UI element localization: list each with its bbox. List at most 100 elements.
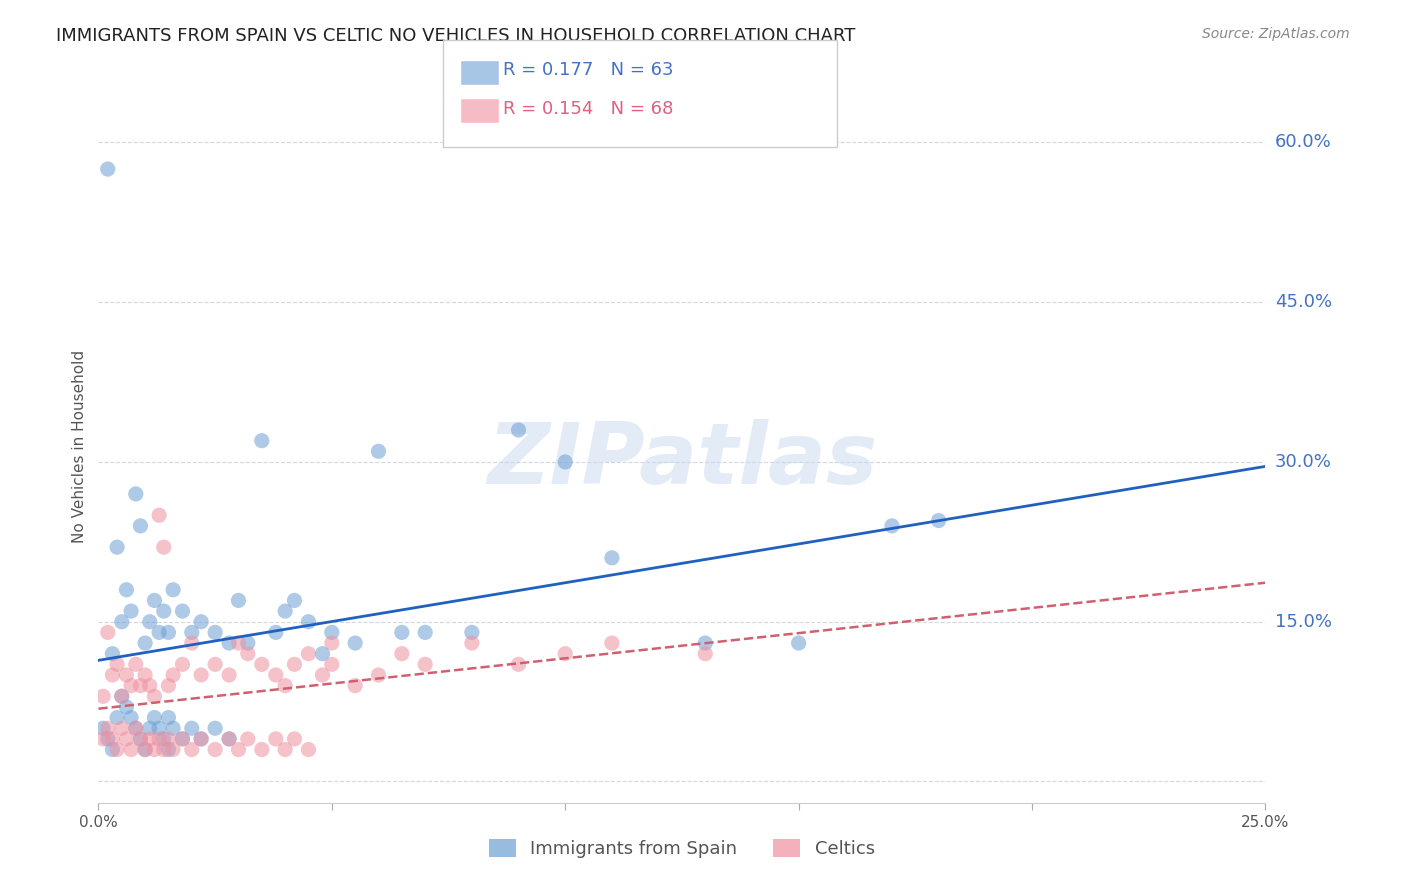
Point (236, 636, 259, 650)
Y-axis label: No Vehicles in Household: No Vehicles in Household (72, 350, 87, 542)
Point (111, 690, 134, 704)
Point (367, 444, 389, 458)
Point (143, 710, 166, 724)
Point (264, 668, 287, 682)
Point (283, 593, 305, 607)
Point (600, 550, 623, 565)
Point (139, 679, 162, 693)
Point (139, 731, 162, 746)
Point (283, 731, 305, 746)
Point (695, 636, 717, 650)
Point (157, 731, 180, 746)
Point (928, 514, 950, 528)
Point (162, 582, 184, 597)
Point (148, 625, 170, 640)
Point (129, 679, 152, 693)
Point (129, 519, 152, 533)
Point (157, 625, 180, 640)
Point (111, 721, 134, 735)
Point (101, 731, 124, 746)
Point (321, 625, 343, 640)
Point (204, 721, 226, 735)
Point (172, 731, 194, 746)
Point (283, 657, 305, 672)
Point (218, 636, 240, 650)
Point (321, 657, 343, 672)
Point (152, 540, 174, 554)
Point (274, 679, 297, 693)
Point (180, 721, 202, 735)
Point (190, 615, 212, 629)
Point (125, 657, 148, 672)
Point (162, 721, 184, 735)
Point (148, 721, 170, 735)
Point (264, 731, 287, 746)
Point (508, 657, 530, 672)
Point (180, 742, 202, 756)
Point (413, 625, 436, 640)
Point (311, 647, 333, 661)
Point (190, 731, 212, 746)
Point (250, 434, 273, 448)
Point (129, 731, 152, 746)
Point (111, 615, 134, 629)
Point (180, 636, 202, 650)
Point (101, 742, 124, 756)
Point (297, 647, 319, 661)
Text: R = 0.177   N = 63: R = 0.177 N = 63 (503, 61, 673, 78)
Point (172, 604, 194, 618)
Point (204, 625, 226, 640)
Point (148, 731, 170, 746)
Point (228, 593, 250, 607)
Point (120, 604, 142, 618)
Point (105, 657, 128, 672)
Point (250, 657, 273, 672)
Point (344, 679, 367, 693)
Text: Source: ZipAtlas.com: Source: ZipAtlas.com (1202, 27, 1350, 41)
Text: R = 0.154   N = 68: R = 0.154 N = 68 (503, 100, 673, 118)
Point (91, 731, 114, 746)
Point (97, 721, 120, 735)
Point (152, 731, 174, 746)
Point (236, 647, 259, 661)
Point (391, 647, 413, 661)
Text: IMMIGRANTS FROM SPAIN VS CELTIC NO VEHICLES IN HOUSEHOLD CORRELATION CHART: IMMIGRANTS FROM SPAIN VS CELTIC NO VEHIC… (56, 27, 856, 45)
Point (105, 540, 128, 554)
Point (105, 742, 128, 756)
Point (134, 742, 156, 756)
Point (600, 636, 623, 650)
Point (228, 636, 250, 650)
Point (91, 690, 114, 704)
Point (695, 647, 717, 661)
Point (115, 700, 138, 714)
Text: 60.0%: 60.0% (1275, 134, 1331, 152)
Point (190, 731, 212, 746)
Point (115, 731, 138, 746)
Point (172, 731, 194, 746)
Point (134, 668, 156, 682)
Point (297, 742, 319, 756)
Point (139, 615, 162, 629)
Point (172, 657, 194, 672)
Point (190, 668, 212, 682)
Point (250, 742, 273, 756)
Point (101, 668, 124, 682)
Point (105, 710, 128, 724)
Point (125, 721, 148, 735)
Point (97, 162, 120, 177)
Point (787, 636, 810, 650)
Point (162, 668, 184, 682)
Point (120, 679, 142, 693)
Point (413, 657, 436, 672)
Point (101, 647, 124, 661)
Point (91, 721, 114, 735)
Point (97, 731, 120, 746)
Point (236, 731, 259, 746)
Text: ZIPatlas: ZIPatlas (486, 418, 877, 502)
Point (111, 690, 134, 704)
Text: 15.0%: 15.0% (1275, 613, 1331, 631)
Point (297, 615, 319, 629)
Point (157, 710, 180, 724)
Point (218, 668, 240, 682)
Point (139, 721, 162, 735)
